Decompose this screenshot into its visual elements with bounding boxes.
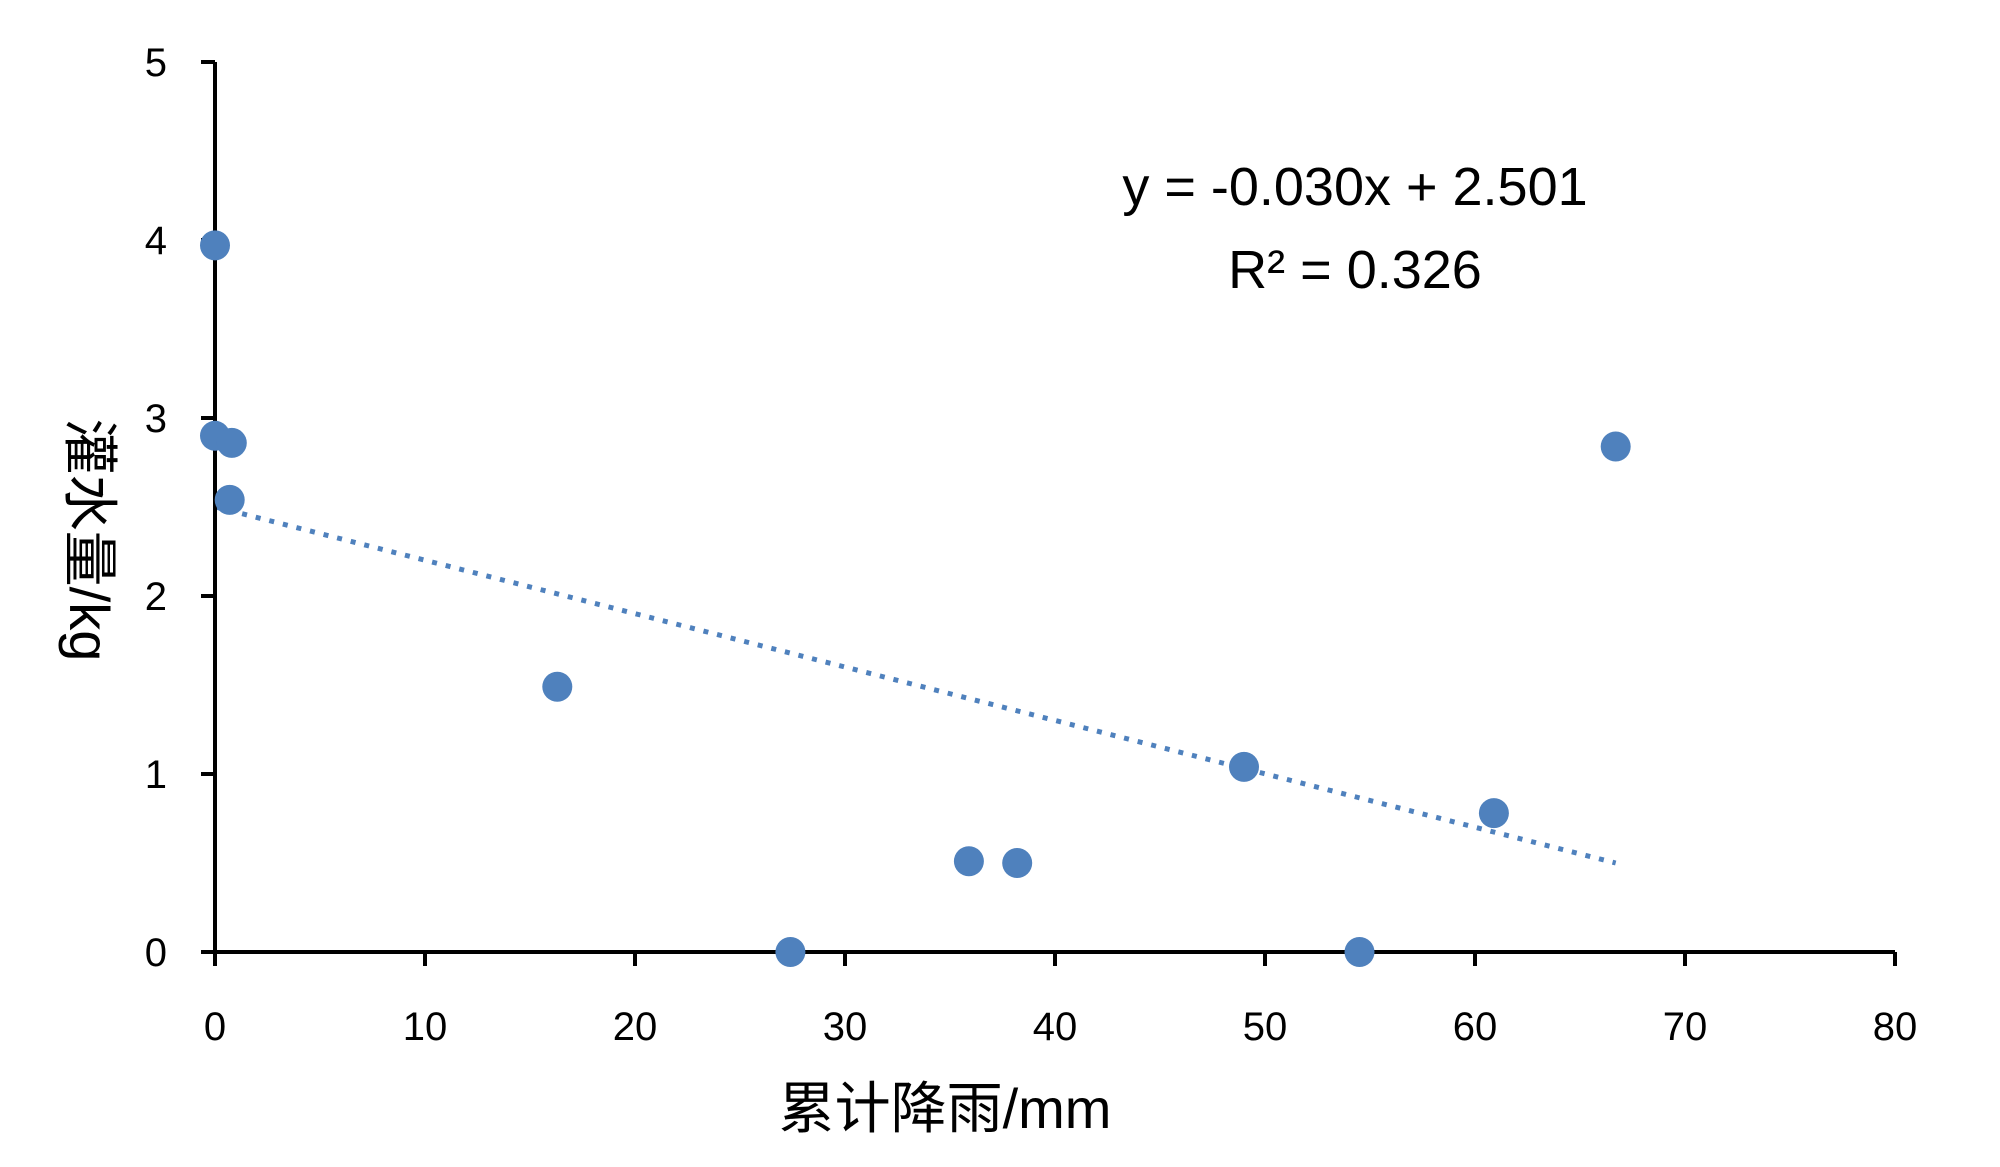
axes (213, 62, 1895, 954)
y-tick-label: 5 (145, 41, 167, 85)
data-point (775, 937, 806, 967)
trendline-layer (214, 504, 1617, 866)
x-tick-label: 30 (823, 1005, 868, 1049)
x-axis-title: 累计降雨/mm (779, 1077, 1112, 1140)
tick-marks: 0 10 20 30 40 50 60 70 80 0 1 2 3 4 5 (145, 41, 1918, 1049)
x-tick-label: 10 (403, 1005, 448, 1049)
x-tick-label: 70 (1663, 1005, 1708, 1049)
y-tick-label: 3 (145, 397, 167, 441)
data-point (1002, 848, 1033, 878)
data-point (1229, 751, 1259, 782)
trendline (214, 504, 1617, 866)
y-tick-label: 1 (145, 753, 167, 797)
data-point (1344, 937, 1375, 967)
data-point (953, 846, 984, 877)
data-point (216, 427, 247, 458)
x-tick-label: 40 (1033, 1005, 1078, 1049)
x-tick-label: 20 (613, 1005, 658, 1049)
trendline-equation: y = -0.030x + 2.501 (1122, 157, 1587, 217)
y-tick-label: 0 (145, 931, 167, 975)
y-tick-label: 2 (145, 575, 167, 619)
data-point (542, 671, 573, 702)
x-tick-label: 60 (1453, 1005, 1498, 1049)
y-axis-title: 灌水量/kg (58, 419, 121, 662)
data-points (200, 230, 1631, 967)
data-point (200, 230, 230, 261)
x-tick-label: 80 (1873, 1005, 1918, 1049)
x-tick-label: 50 (1243, 1005, 1288, 1049)
data-point (1600, 431, 1631, 462)
y-tick-label: 4 (145, 219, 167, 263)
data-point (1478, 798, 1509, 829)
r-squared-label: R² = 0.326 (1228, 240, 1482, 300)
data-point (214, 484, 245, 515)
x-tick-label: 0 (204, 1005, 226, 1049)
